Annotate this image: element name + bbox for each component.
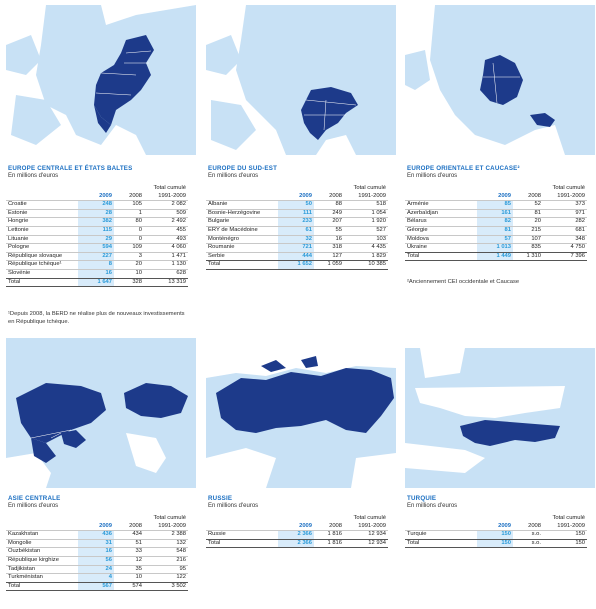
header-2009: 2009 [99, 522, 112, 529]
header-2009: 2009 [99, 192, 112, 199]
header-2009: 2009 [498, 522, 511, 529]
unit-label: En millions d'euros [8, 173, 59, 179]
table-total-row: Total 1 449 1 310 7 396 [405, 251, 587, 262]
header-2008: 2008 [528, 192, 541, 199]
table-row: Bosnie-Herzégovine 111 249 1 054 [206, 208, 388, 218]
header-2008: 2008 [129, 192, 142, 199]
header-total-1: Total cumulé [153, 185, 186, 191]
table-row: Hongrie 382 80 2 492 [6, 217, 188, 227]
table-row: Lituanie 29 0 493 [6, 234, 188, 244]
map-central-asia [6, 338, 196, 488]
table-row: Albanie 50 88 518 [206, 200, 388, 210]
header-total-1: Total cumulé [552, 185, 585, 191]
table-row: Slovénie 16 10 628 [6, 268, 188, 279]
header-total-1: Total cumulé [153, 515, 186, 521]
footnote: ²Anciennement CEI occidentale et Caucase [407, 279, 520, 285]
table-row: République tchèque¹ 8 20 1 130 [6, 260, 188, 270]
header-2009: 2009 [299, 522, 312, 529]
table-row: Ukraine 1 013 835 4 750 [405, 243, 587, 253]
table-row: Bélarus 82 20 282 [405, 217, 587, 227]
table-total-row: Total 150 s.o. 150 [405, 538, 587, 549]
table-row: Estonie 28 1 509 [6, 208, 188, 218]
table-row: Bulgarie 233 207 1 920 [206, 217, 388, 227]
header-2008: 2008 [129, 522, 142, 529]
table-row: Serbie 444 127 1 829 [206, 251, 388, 261]
region-title: ASIE CENTRALE [8, 495, 61, 502]
region-title: TURQUIE [407, 495, 437, 502]
header-2008: 2008 [528, 522, 541, 529]
data-table: Total cumulé 2009 2008 1991-2009 Albanie 50… [206, 185, 388, 270]
header-total-2: 1991-2009 [557, 522, 585, 529]
table-row: Mongolie 31 51 132 [6, 538, 188, 548]
header-total-1: Total cumulé [353, 185, 386, 191]
table-row: Arménie 85 52 373 [405, 200, 587, 210]
table-row: ERY de Macédoine 61 55 527 [206, 225, 388, 236]
table-row: République slovaque 227 3 1 471 [6, 251, 188, 261]
table-row: Kazakhstan 436 434 2 388 [6, 530, 188, 540]
table-row: Ouzbékistan 16 33 548 [6, 547, 188, 557]
table-row: Turquie 150 s.o. 150 [405, 530, 587, 540]
table-row: Roumanie 721 318 4 435 [206, 243, 388, 253]
table-row: Lettonie 115 0 455 [6, 225, 188, 236]
region-title: RUSSIE [208, 495, 233, 502]
header-2008: 2008 [329, 522, 342, 529]
map-eastern-europe-caucasus [405, 5, 595, 155]
table-total-row: Total 2 366 1 816 12 934 [206, 538, 388, 549]
unit-label: En millions d'euros [407, 503, 458, 509]
table-row: Monténégro 32 16 103 [206, 234, 388, 244]
table-row: République kirghize 56 12 216 [6, 555, 188, 566]
data-table: Total cumulé 2009 2008 1991-2009 Russie 2 3… [206, 515, 388, 549]
table-row: Azerbaïdjan 161 81 971 [405, 208, 587, 218]
unit-label: En millions d'euros [208, 173, 259, 179]
header-total-2: 1991-2009 [158, 522, 186, 529]
table-total-row: Total 567 574 3 502 [6, 581, 188, 592]
header-total-2: 1991-2009 [358, 192, 386, 199]
map-central-europe [6, 5, 196, 155]
region-title: EUROPE DU SUD-EST [208, 165, 278, 172]
header-total-2: 1991-2009 [158, 192, 186, 199]
table-total-row: Total 1 647 328 13 319 [6, 277, 188, 288]
data-table: Total cumulé 2009 2008 1991-2009 Turquie 15… [405, 515, 587, 549]
header-2009: 2009 [299, 192, 312, 199]
map-south-east-europe [206, 5, 396, 155]
table-row: Turkménistan 4 10 122 [6, 573, 188, 583]
footnote: ¹Depuis 2008, la BERD ne réalise plus de… [8, 311, 185, 325]
header-total-1: Total cumulé [353, 515, 386, 521]
table-row: Croatie 248 105 2 082 [6, 200, 188, 210]
table-row: Pologne 594 109 4 060 [6, 243, 188, 253]
table-total-row: Total 1 652 1 059 10 385 [206, 260, 388, 270]
unit-label: En millions d'euros [208, 503, 259, 509]
table-row: Russie 2 366 1 816 12 934 [206, 530, 388, 540]
unit-label: En millions d'euros [8, 503, 59, 509]
data-table: Total cumulé 2009 2008 1991-2009 Arménie 85… [405, 185, 587, 262]
region-title: EUROPE ORIENTALE ET CAUCASE² [407, 165, 520, 172]
data-table: Total cumulé 2009 2008 1991-2009 Kazakhsta… [6, 515, 188, 592]
header-total-1: Total cumulé [552, 515, 585, 521]
unit-label: En millions d'euros [407, 173, 458, 179]
header-total-2: 1991-2009 [358, 522, 386, 529]
table-row: Moldova 57 107 348 [405, 234, 587, 244]
data-table: Total cumulé 2009 2008 1991-2009 Croatie 24… [6, 185, 188, 288]
table-row: Géorgie 81 215 681 [405, 225, 587, 236]
map-turkey [405, 338, 595, 488]
header-2008: 2008 [329, 192, 342, 199]
header-total-2: 1991-2009 [557, 192, 585, 199]
table-row: Tadjikistan 24 35 95 [6, 564, 188, 574]
map-russia [206, 338, 396, 488]
header-2009: 2009 [498, 192, 511, 199]
region-title: EUROPE CENTRALE ET ÉTATS BALTES [8, 165, 133, 172]
